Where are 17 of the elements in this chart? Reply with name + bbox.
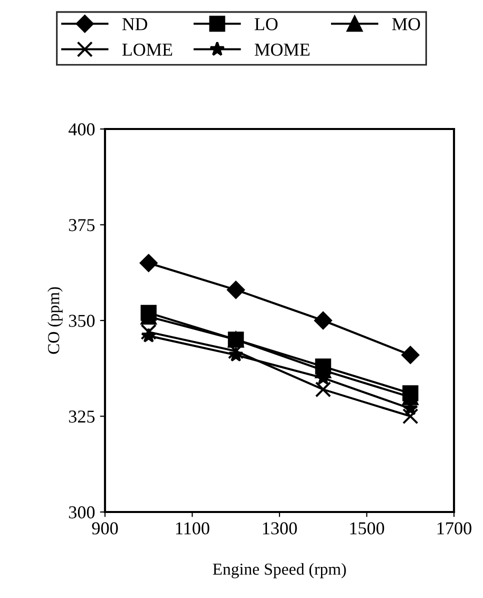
- x-tick-label: 1700: [438, 522, 472, 534]
- legend-label: LO: [254, 18, 278, 30]
- legend-label: LOME: [122, 44, 172, 56]
- y-tick-label: 300: [69, 506, 95, 518]
- y-axis-title: CO (ppm): [48, 287, 63, 354]
- legend-label: ND: [122, 18, 148, 30]
- y-tick-label: 350: [69, 314, 95, 327]
- x-tick-label: 1300: [263, 522, 297, 534]
- x-tick-label: 1500: [350, 522, 384, 534]
- x-axis-title: Engine Speed (rpm): [212, 563, 346, 578]
- y-tick-label: 400: [68, 123, 95, 136]
- legend-label: MOME: [254, 44, 310, 56]
- x-tick-label: 1100: [176, 522, 210, 534]
- legend-label: MO: [392, 18, 420, 30]
- x-tick-label: 900: [92, 522, 118, 534]
- y-tick-label: 375: [69, 219, 95, 232]
- y-tick-label: 325: [69, 410, 95, 423]
